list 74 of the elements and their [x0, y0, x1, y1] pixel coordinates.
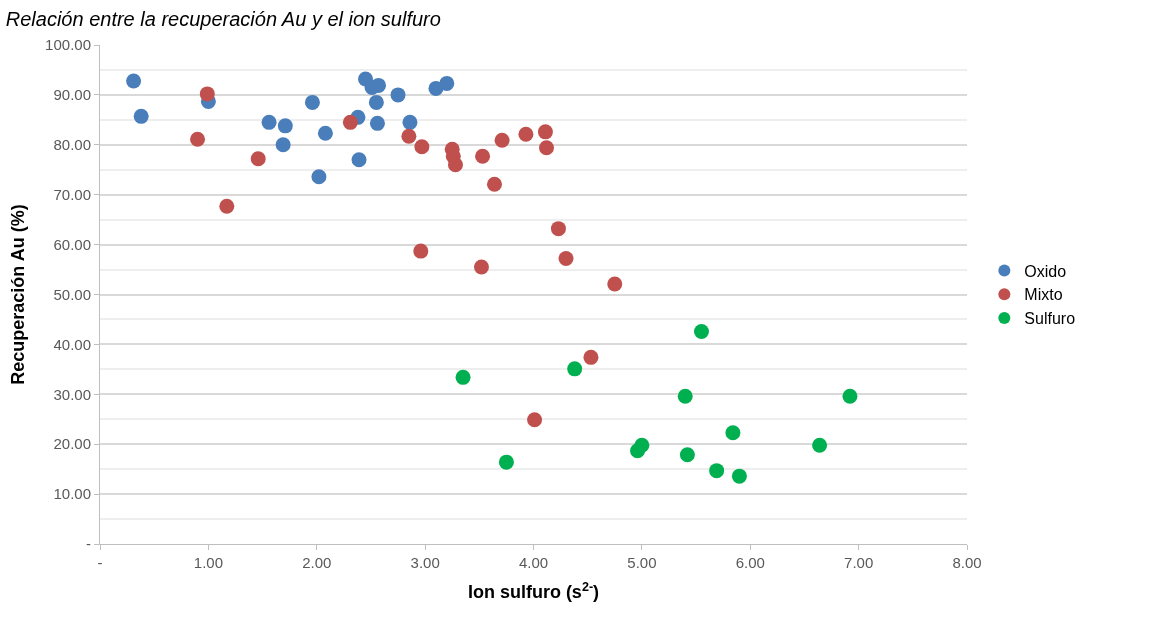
- legend-label: Sulfuro: [1024, 310, 1076, 328]
- x-tick-label: 1.00: [193, 554, 223, 571]
- x-axis-title: Ion sulfuro (s$^{2-}$): [467, 579, 600, 603]
- y-tick-label: 30.00: [53, 385, 91, 403]
- point: [342, 114, 358, 130]
- x-tick-label: 5.00: [627, 554, 657, 571]
- point: [731, 468, 747, 484]
- point: [677, 388, 693, 404]
- point: [126, 73, 142, 89]
- legend-label: Mixto: [1024, 286, 1063, 304]
- point: [311, 169, 327, 185]
- x-tick-label: 6.00: [735, 554, 765, 571]
- point: [550, 221, 566, 237]
- y-tick-label: 40.00: [53, 335, 91, 353]
- point: [369, 115, 385, 131]
- point: [413, 243, 429, 259]
- point: [190, 131, 206, 147]
- y-tick-label: 70.00: [53, 185, 91, 203]
- point: [275, 137, 291, 153]
- point: [133, 108, 149, 124]
- y-tick-label: 20.00: [53, 435, 91, 453]
- point: [351, 152, 367, 168]
- x-tick-label: 7.00: [844, 554, 874, 571]
- y-tick-label: 50.00: [53, 285, 91, 303]
- point: [199, 86, 215, 102]
- y-tick-label: 80.00: [53, 136, 91, 154]
- point: [414, 139, 430, 155]
- point: [368, 94, 384, 110]
- point: [487, 176, 502, 192]
- point: [725, 425, 741, 441]
- point: [219, 198, 235, 214]
- point: [439, 75, 455, 91]
- point: [401, 128, 417, 144]
- x-tick-label: 8.00: [952, 554, 982, 571]
- point: [679, 447, 695, 463]
- point: [494, 132, 510, 148]
- point: [567, 361, 583, 377]
- y-tick-label: 10.00: [53, 485, 91, 503]
- point: [390, 87, 406, 103]
- point: [250, 151, 266, 167]
- y-axis-title: Recuperación Au (%): [8, 204, 29, 385]
- legend-label: Oxido: [1024, 262, 1067, 280]
- point: [447, 157, 463, 173]
- x-tick-label: -: [97, 554, 103, 571]
- point: [812, 437, 828, 453]
- point: [709, 463, 725, 479]
- point: [402, 114, 418, 130]
- point: [558, 251, 574, 267]
- y-tick-label: 100.00: [45, 36, 91, 54]
- point: [537, 124, 553, 140]
- point: [277, 118, 293, 134]
- point: [498, 454, 514, 470]
- point: [304, 94, 320, 110]
- point: [455, 369, 471, 385]
- x-tick-label: 3.00: [410, 554, 440, 571]
- point: [473, 259, 489, 275]
- chart-title: Relación entre la recuperación Au y el ion sulfuro: [5, 8, 441, 31]
- point: [518, 126, 534, 142]
- point: [475, 148, 491, 164]
- point: [539, 140, 555, 156]
- point: [607, 276, 623, 292]
- point: [583, 349, 599, 365]
- y-tick-label: 90.00: [53, 86, 91, 104]
- point: [371, 77, 387, 93]
- x-tick-label: 2.00: [302, 554, 332, 571]
- point: [693, 323, 709, 339]
- x-tick-label: 4.00: [518, 554, 549, 571]
- point: [261, 114, 277, 130]
- point: [634, 437, 650, 453]
- y-tick-label: -: [86, 535, 91, 553]
- point: [842, 388, 858, 404]
- point: [317, 125, 333, 141]
- y-tick-label: 60.00: [53, 235, 91, 253]
- point: [527, 412, 543, 428]
